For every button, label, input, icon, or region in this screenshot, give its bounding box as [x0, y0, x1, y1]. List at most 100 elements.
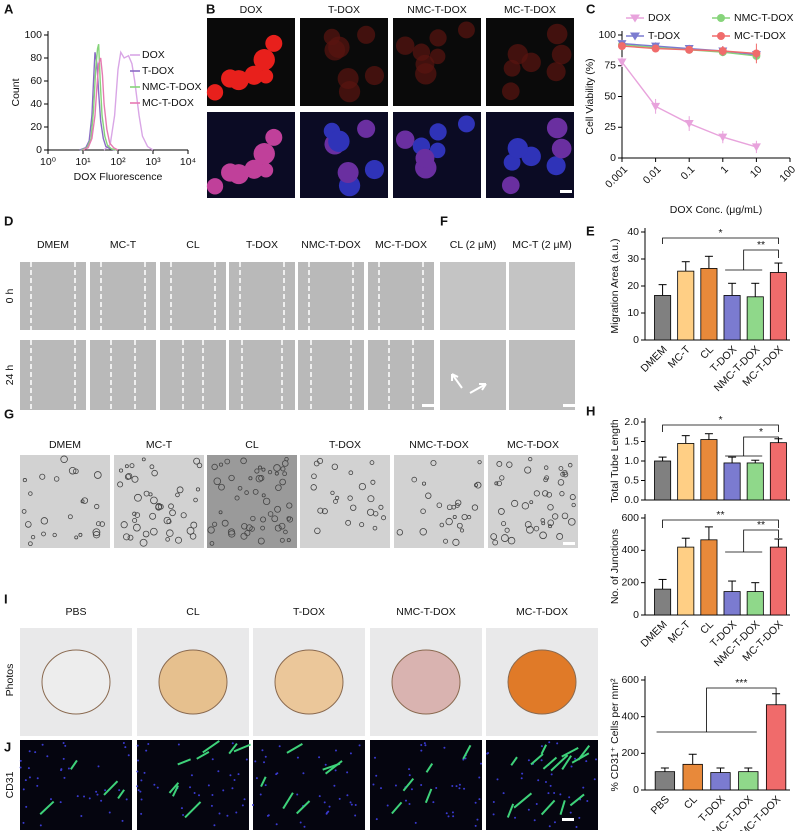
nucleus: [253, 48, 275, 71]
nucleus: [354, 803, 357, 806]
nucleus: [237, 773, 240, 776]
nucleus: [264, 784, 267, 787]
cell: [221, 519, 229, 527]
nucleus: [76, 795, 79, 798]
nucleus: [180, 807, 183, 810]
cell: [92, 531, 101, 539]
nucleus: [458, 787, 461, 790]
cell: [313, 460, 320, 467]
cell: [560, 471, 566, 477]
cell: [260, 525, 265, 531]
x-tick-label: 100: [777, 163, 798, 184]
cell: [317, 507, 324, 514]
nucleus: [486, 752, 489, 755]
bar: [654, 771, 676, 791]
nucleus: [36, 784, 39, 787]
nucleus: [255, 777, 258, 780]
cell: [321, 508, 328, 515]
nucleus: [578, 816, 581, 819]
column-label: T-DOX: [246, 239, 278, 251]
cell: [547, 504, 554, 511]
cell: [149, 512, 157, 520]
nucleus: [478, 798, 481, 801]
nucleus: [231, 787, 234, 790]
series-line: [621, 61, 757, 148]
y-tick-label: 0: [36, 144, 42, 156]
column-label: CL: [245, 439, 259, 451]
nucleus: [379, 787, 382, 790]
column-label: CL: [186, 606, 200, 618]
cell: [541, 521, 546, 526]
nucleus: [137, 789, 140, 792]
nucleus: [547, 792, 550, 795]
cell: [28, 491, 33, 496]
nucleus: [375, 774, 378, 777]
cell: [310, 484, 317, 491]
nucleus: [210, 804, 213, 807]
column-label: MC-T-DOX: [516, 606, 568, 618]
nucleus: [303, 825, 306, 828]
vessel: [559, 800, 566, 815]
micrograph: [368, 262, 434, 330]
nucleus: [62, 757, 65, 760]
cell: [150, 496, 158, 505]
nucleus: [140, 812, 143, 815]
cell: [175, 536, 182, 544]
y-tick-label: 30: [627, 253, 639, 265]
x-tick-label: CL: [698, 618, 716, 636]
nucleus: [263, 761, 266, 764]
vessel: [540, 744, 548, 755]
cell: [521, 502, 530, 510]
column-label: T-DOX: [329, 439, 361, 451]
cell: [24, 521, 32, 528]
cell: [224, 458, 231, 465]
nucleus: [357, 25, 376, 44]
y-tick-label: 1.0: [624, 455, 639, 467]
nucleus: [501, 176, 520, 195]
nucleus: [139, 790, 142, 793]
nucleus: [252, 803, 255, 806]
cell: [331, 463, 338, 470]
micrograph: [207, 455, 297, 548]
x-tick-label: 10: [748, 163, 765, 180]
legend-label: NMC-T-DOX: [734, 12, 794, 24]
nucleus: [275, 823, 278, 826]
cell: [186, 526, 195, 535]
nucleus: [496, 778, 499, 781]
nucleus: [548, 825, 551, 828]
nucleus: [156, 786, 159, 789]
column-label: MC-T-DOX: [504, 4, 556, 16]
cell: [539, 531, 547, 540]
nucleus: [415, 54, 435, 74]
cell: [252, 489, 259, 495]
nucleus: [546, 23, 568, 45]
vessel: [260, 776, 267, 787]
scale-bar: [563, 404, 575, 407]
nucleus: [408, 768, 411, 771]
significance-bracket: [662, 237, 779, 244]
x-axis-label: DOX Conc. (μg/mL): [670, 204, 762, 216]
nucleus: [373, 756, 376, 759]
nucleus: [514, 816, 517, 819]
legend-marker: [630, 32, 640, 41]
bar: [765, 704, 787, 791]
cell: [165, 537, 170, 542]
nucleus: [338, 797, 341, 800]
significance-label: **: [757, 239, 765, 251]
cell: [21, 509, 27, 514]
nucleus: [265, 34, 283, 52]
cell: [452, 538, 460, 546]
x-tick-label: 10¹: [75, 156, 91, 168]
cell: [246, 524, 253, 532]
micrograph: [440, 340, 506, 410]
cell: [373, 511, 379, 517]
vessel: [510, 756, 518, 766]
cell: [228, 474, 235, 482]
bar: [677, 270, 695, 341]
vessel: [550, 754, 569, 772]
nucleus: [244, 159, 264, 179]
cell: [492, 539, 499, 546]
cell: [132, 511, 137, 517]
nucleus: [302, 772, 305, 775]
